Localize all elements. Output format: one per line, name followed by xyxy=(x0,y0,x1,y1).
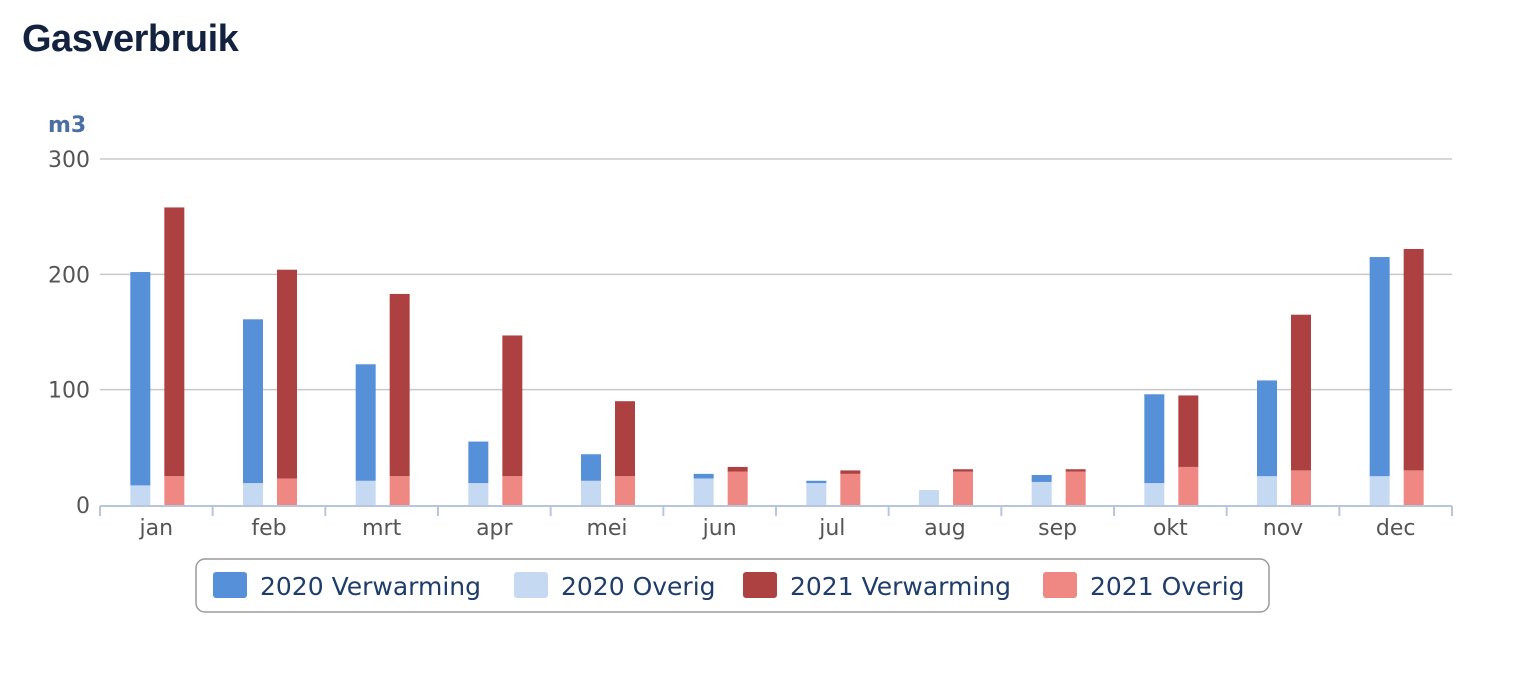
bar-okt-2021-overig xyxy=(1178,466,1199,505)
bar-jul-2021-verwarming xyxy=(840,470,861,474)
bar-okt-2021-verwarming xyxy=(1178,395,1199,467)
bar-feb-2021-overig xyxy=(277,478,297,505)
bar-nov-2020-verwarming xyxy=(1257,380,1277,477)
page-title: Gasverbruik xyxy=(22,18,239,60)
x-tick-label: nov xyxy=(1263,516,1303,541)
bar-sep-2021-verwarming xyxy=(1065,469,1086,472)
bar-sep-2020-overig xyxy=(1031,481,1052,505)
bar-dec-2021-verwarming xyxy=(1403,248,1424,471)
x-axis: jan feb mrt apr mei jun jul aug sep okt nov dec xyxy=(99,505,1453,541)
x-tick-label: okt xyxy=(1153,516,1188,541)
bars xyxy=(130,207,1424,505)
gridlines xyxy=(100,158,1452,391)
bar-dec-2020-overig xyxy=(1369,476,1390,505)
bar-jan-2020-verwarming xyxy=(130,272,151,486)
y-axis-ticks: 0 100 200 300 xyxy=(48,148,90,519)
bar-aug-2020-overig xyxy=(919,490,939,505)
legend-item-label: 2021 Overig xyxy=(1090,572,1245,601)
bar-mei-2020-overig xyxy=(581,480,601,505)
bar-jan-2020-overig xyxy=(130,485,151,505)
x-tick-label: jun xyxy=(702,516,737,541)
bar-jul-2020-verwarming xyxy=(806,480,827,484)
bar-jul-2021-overig xyxy=(840,473,861,505)
x-tick-label: aug xyxy=(924,516,965,541)
bar-feb-2021-verwarming xyxy=(277,269,297,479)
bar-mrt-2020-verwarming xyxy=(355,364,376,481)
y-tick-label: 100 xyxy=(48,379,90,404)
bar-feb-2020-overig xyxy=(243,483,263,505)
legend-item-label: 2020 Overig xyxy=(561,572,716,601)
bar-jan-2021-verwarming xyxy=(164,207,185,477)
bar-jul-2020-overig xyxy=(806,483,827,505)
x-tick-label: apr xyxy=(476,516,513,541)
x-tick-label: mei xyxy=(586,516,627,541)
legend-box xyxy=(195,558,1270,613)
x-tick-label: dec xyxy=(1376,516,1416,541)
legend: 2020 Verwarming 2020 Overig 2021 Verwarmin… xyxy=(195,558,1270,613)
bar-sep-2020-verwarming xyxy=(1031,475,1052,482)
bar-dec-2020-verwarming xyxy=(1369,257,1390,477)
legend-item-label: 2021 Verwarming xyxy=(790,572,1011,601)
bar-nov-2021-verwarming xyxy=(1291,314,1311,471)
legend-swatch xyxy=(213,572,247,598)
bar-apr-2020-verwarming xyxy=(468,441,489,484)
bar-okt-2020-verwarming xyxy=(1144,394,1165,484)
bar-jun-2021-verwarming xyxy=(727,466,748,472)
y-tick-label: 300 xyxy=(48,148,90,173)
bar-mrt-2020-overig xyxy=(355,480,376,505)
bar-nov-2021-overig xyxy=(1291,470,1311,505)
bar-apr-2021-overig xyxy=(502,476,523,505)
bar-mrt-2021-overig xyxy=(389,476,410,505)
legend-swatch xyxy=(514,572,548,598)
x-tick-label: feb xyxy=(251,516,286,541)
bar-mrt-2021-verwarming xyxy=(389,293,410,477)
bar-apr-2021-verwarming xyxy=(502,335,523,477)
bar-mei-2020-verwarming xyxy=(581,454,601,481)
y-tick-label: 0 xyxy=(76,494,90,519)
x-tick-label: jul xyxy=(818,516,845,541)
y-tick-label: 200 xyxy=(48,263,90,288)
bar-mei-2021-verwarming xyxy=(615,401,635,477)
legend-swatch xyxy=(1043,572,1077,598)
bar-apr-2020-overig xyxy=(468,483,489,505)
bar-jun-2021-overig xyxy=(727,471,748,505)
bar-dec-2021-overig xyxy=(1403,470,1424,505)
legend-item-label: 2020 Verwarming xyxy=(260,572,481,601)
bar-nov-2020-overig xyxy=(1257,476,1277,505)
legend-swatch xyxy=(743,572,777,598)
bar-feb-2020-verwarming xyxy=(243,319,263,484)
bar-jan-2021-overig xyxy=(164,476,185,505)
x-tick-label: jan xyxy=(139,516,174,541)
x-tick-label: sep xyxy=(1038,516,1077,541)
bar-okt-2020-overig xyxy=(1144,483,1165,505)
bar-jun-2020-verwarming xyxy=(693,473,714,479)
y-axis-title: m3 xyxy=(48,113,86,138)
bar-jun-2020-overig xyxy=(693,478,714,505)
bar-aug-2021-overig xyxy=(953,471,973,505)
bar-mei-2021-overig xyxy=(615,476,635,505)
bar-aug-2021-verwarming xyxy=(953,469,973,472)
bar-sep-2021-overig xyxy=(1065,471,1086,505)
x-tick-label: mrt xyxy=(362,516,401,541)
